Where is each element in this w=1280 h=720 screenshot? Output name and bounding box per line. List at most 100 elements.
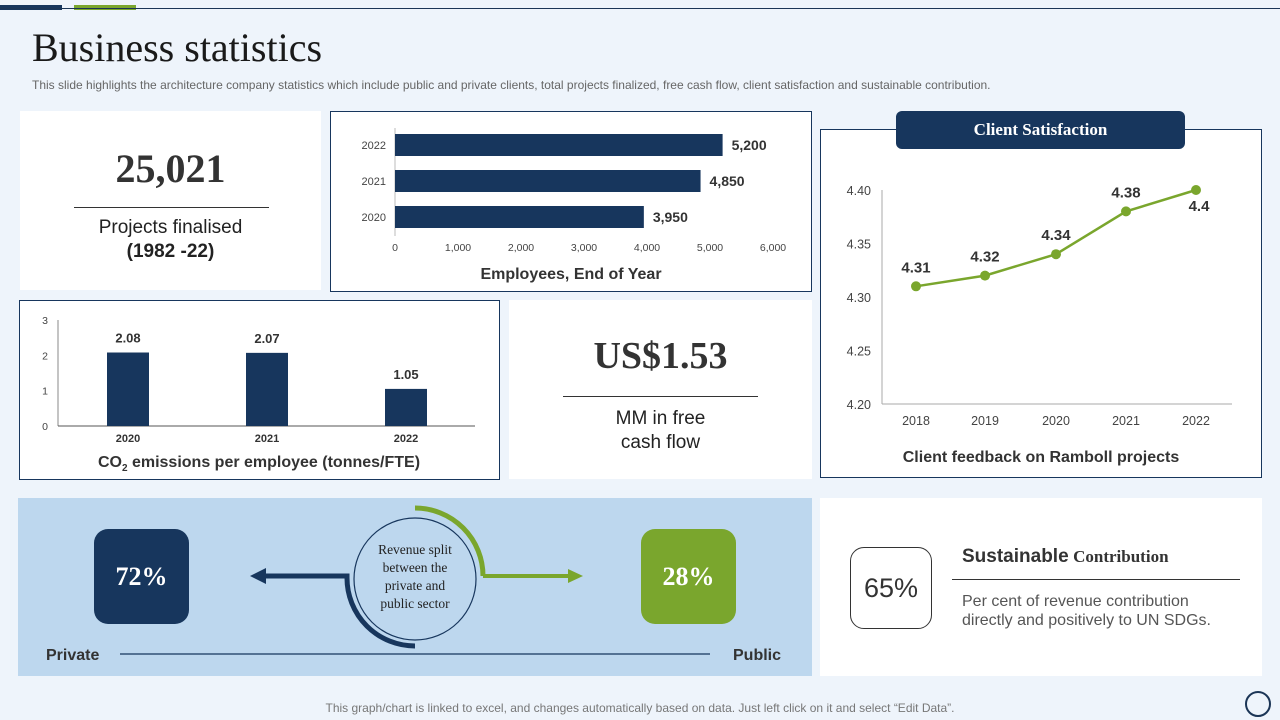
projects-panel: 25,021 Projects finalised (1982 -22)	[20, 111, 321, 290]
private-arc	[344, 577, 416, 649]
projects-label: Projects finalised (1982 -22)	[20, 216, 321, 264]
cs-y-tick: 4.35	[847, 238, 871, 252]
cs-x-tick-2019: 2019	[971, 414, 999, 428]
revenue-split-panel: Revenue split between the private and pu…	[18, 498, 812, 676]
sustainable-panel: 65% Sustainable Contribution Per cent of…	[820, 498, 1262, 676]
sustainable-value-box: 65%	[850, 547, 932, 629]
employees-value-label-2022: 5,200	[732, 137, 767, 153]
employees-x-tick: 0	[392, 242, 398, 254]
private-label: Private	[46, 647, 99, 664]
co2-bar-2020	[107, 352, 149, 426]
cs-y-tick: 4.40	[847, 184, 871, 198]
employees-x-tick: 2,000	[508, 242, 534, 254]
co2-title-prefix: CO	[98, 454, 122, 471]
page-subtitle: This slide highlights the architecture c…	[32, 78, 991, 92]
cs-point-label-2021: 4.38	[1111, 184, 1140, 201]
sustainable-desc-line2: directly and positively to UN SDGs.	[962, 612, 1211, 629]
revenue-split-text-2: between the	[383, 560, 448, 575]
cash-flow-label-line1: MM in free	[615, 408, 706, 429]
client-satisfaction-header-text: Client Satisfaction	[973, 120, 1108, 139]
employees-x-tick: 1,000	[445, 242, 471, 254]
sustainable-divider	[952, 579, 1240, 580]
sustainable-title-rest: Contribution	[1073, 547, 1169, 566]
co2-y-tick: 0	[42, 421, 48, 433]
co2-title-suffix: emissions per employee (tonnes/FTE)	[128, 454, 421, 471]
cs-x-tick-2022: 2022	[1182, 414, 1210, 428]
co2-value-label-2020: 2.08	[115, 331, 140, 346]
cash-flow-value: US$1.53	[593, 335, 728, 377]
sustainable-value: 65%	[863, 572, 919, 603]
corner-circle-icon	[1245, 691, 1271, 717]
cash-flow-label: MM in free cash flow	[509, 407, 812, 455]
cs-point-2020	[1051, 249, 1061, 260]
cs-x-tick-2018: 2018	[902, 414, 930, 428]
employees-chart-panel[interactable]: 2022 5,200 2021 4,850 2020 3,950 0 1,000 2,000 3,…	[330, 111, 812, 292]
revenue-split-text-4: public sector	[380, 596, 450, 611]
public-arc	[414, 505, 486, 577]
co2-cat-label-2020: 2020	[116, 433, 140, 445]
cs-point-label-2019: 4.32	[970, 249, 999, 266]
private-arrow	[263, 573, 350, 579]
cs-point-label-2020: 4.34	[1041, 227, 1071, 244]
co2-value-label-2021: 2.07	[254, 331, 279, 346]
co2-y-tick: 1	[42, 386, 48, 398]
employees-bar-2021	[395, 170, 701, 192]
cs-point-label-2018: 4.31	[901, 259, 930, 276]
employees-x-tick: 6,000	[760, 242, 786, 254]
cs-x-tick-2020: 2020	[1042, 414, 1070, 428]
co2-chart-panel[interactable]: 0 1 2 3 2.08 2020 2.07 2021 1.05 2022 CO2 emission…	[19, 300, 500, 480]
co2-title-subscript: 2	[122, 463, 128, 474]
projects-label-line2: (1982 -22)	[126, 241, 215, 262]
projects-label-line1: Projects finalised	[98, 217, 243, 238]
public-label: Public	[733, 647, 781, 664]
employees-value-label-2020: 3,950	[653, 209, 688, 225]
public-arrowhead	[568, 569, 583, 583]
private-value: 72%	[115, 561, 168, 591]
cs-y-tick: 4.25	[847, 345, 871, 359]
revenue-split-text-1: Revenue split	[378, 542, 452, 557]
co2-y-tick: 2	[42, 350, 48, 362]
revenue-split-text-3: private and	[385, 578, 446, 593]
employees-chart-title: Employees, End of Year	[480, 266, 661, 283]
client-satisfaction-header: Client Satisfaction	[896, 111, 1185, 149]
co2-chart-title: CO2 emissions per employee (tonnes/FTE)	[98, 454, 420, 474]
sustainable-title-main: Sustainable	[962, 546, 1069, 567]
page-title: Business statistics	[32, 25, 323, 70]
cs-y-tick: 4.20	[847, 398, 871, 412]
cash-flow-panel: US$1.53 MM in free cash flow	[509, 300, 812, 479]
sustainable-desc: Per cent of revenue contribution directl…	[962, 592, 1211, 630]
projects-value: 25,021	[115, 146, 226, 191]
client-satisfaction-panel[interactable]: 4.20 4.25 4.30 4.35 4.40 2018 2019 2020 2021 2022…	[820, 129, 1262, 478]
cs-point-label-2022: 4.4	[1189, 198, 1211, 215]
cs-point-2018	[911, 281, 921, 292]
cs-chart-title: Client feedback on Ramboll projects	[903, 449, 1180, 466]
public-value: 28%	[662, 561, 715, 591]
employees-cat-label-2021: 2021	[362, 176, 386, 188]
employees-cat-label-2020: 2020	[362, 212, 386, 224]
employees-value-label-2021: 4,850	[710, 173, 745, 189]
private-arrowhead	[250, 568, 266, 584]
accent-bar-navy	[0, 5, 62, 10]
projects-divider	[74, 207, 269, 208]
client-satisfaction-chart: 4.20 4.25 4.30 4.35 4.40 2018 2019 2020 2021 2022…	[847, 184, 1232, 466]
co2-bar-2021	[246, 352, 288, 426]
sustainable-title: Sustainable Contribution	[962, 546, 1169, 568]
co2-y-tick: 3	[42, 315, 48, 327]
employees-bar-2022	[395, 134, 723, 156]
employees-x-tick: 3,000	[571, 242, 597, 254]
accent-bar-green	[74, 5, 136, 10]
public-value-box: 28%	[641, 529, 736, 624]
co2-cat-label-2021: 2021	[255, 433, 279, 445]
employees-bar-2020	[395, 206, 644, 228]
cash-flow-divider	[563, 396, 758, 397]
cs-point-2022	[1191, 185, 1201, 195]
co2-cat-label-2022: 2022	[394, 433, 418, 445]
cs-x-tick-2021: 2021	[1112, 414, 1140, 428]
cash-flow-label-line2: cash flow	[620, 432, 701, 453]
cs-point-2019	[980, 270, 990, 281]
co2-bar-2022	[385, 388, 427, 426]
revenue-split-circle	[353, 517, 477, 641]
cs-point-2021	[1121, 206, 1131, 217]
top-divider	[0, 8, 1280, 9]
